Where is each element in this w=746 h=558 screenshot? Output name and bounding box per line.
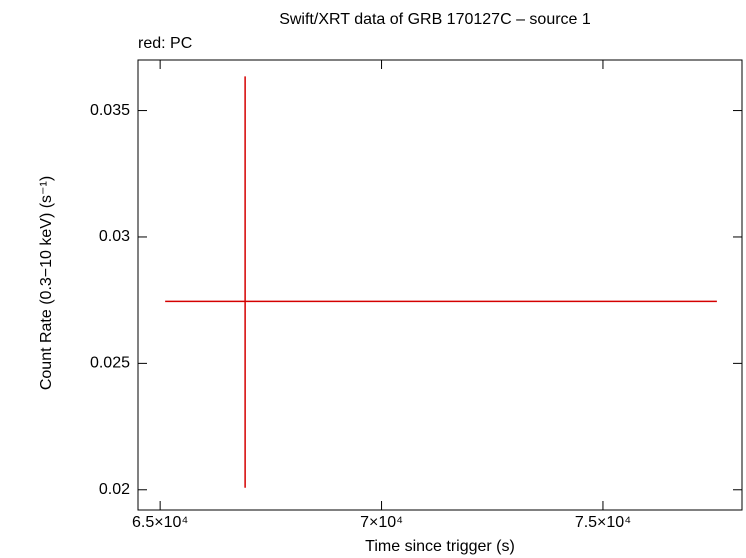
chart-subtitle: red: PC xyxy=(138,35,192,52)
y-axis-label: Count Rate (0.3−10 keV) (s⁻¹) xyxy=(38,176,55,390)
plot-frame xyxy=(137,59,743,511)
y-tick-label: 0.025 xyxy=(90,355,130,372)
y-tick-label: 0.02 xyxy=(99,481,130,498)
x-tick-label: 6.5×10⁴ xyxy=(132,514,188,531)
x-axis-label: Time since trigger (s) xyxy=(365,538,515,555)
x-tick-label: 7×10⁴ xyxy=(360,514,403,531)
chart-title: Swift/XRT data of GRB 170127C – source 1 xyxy=(279,11,591,28)
y-tick-label: 0.03 xyxy=(99,228,130,245)
x-tick-label: 7.5×10⁴ xyxy=(575,514,631,531)
y-tick-label: 0.035 xyxy=(90,102,130,119)
